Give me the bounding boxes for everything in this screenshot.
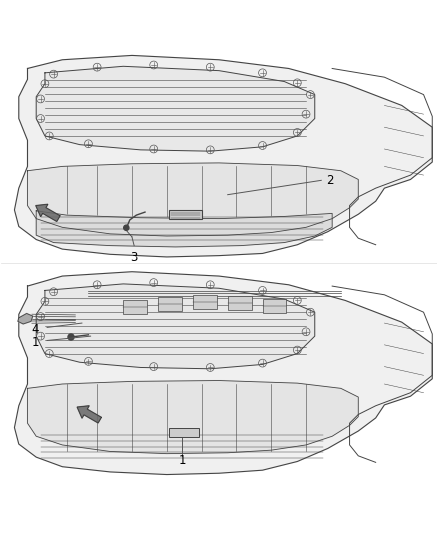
Bar xyxy=(193,295,217,309)
Polygon shape xyxy=(18,313,33,324)
Text: 2: 2 xyxy=(326,174,334,187)
Polygon shape xyxy=(28,163,358,236)
Circle shape xyxy=(68,334,74,340)
Polygon shape xyxy=(14,272,432,474)
Text: 1: 1 xyxy=(178,454,186,467)
Polygon shape xyxy=(77,406,101,423)
Polygon shape xyxy=(28,381,358,454)
Polygon shape xyxy=(14,55,432,257)
Text: 3: 3 xyxy=(131,251,138,264)
Polygon shape xyxy=(36,211,332,247)
Polygon shape xyxy=(36,284,315,369)
Text: 4: 4 xyxy=(32,323,39,336)
Circle shape xyxy=(124,225,129,230)
Bar xyxy=(123,301,147,314)
Bar xyxy=(262,299,286,313)
Polygon shape xyxy=(36,204,60,221)
Bar xyxy=(169,429,199,437)
Bar xyxy=(169,210,201,220)
Bar xyxy=(158,297,182,311)
Polygon shape xyxy=(36,66,315,151)
Bar xyxy=(228,296,252,310)
Text: 1: 1 xyxy=(32,336,39,349)
